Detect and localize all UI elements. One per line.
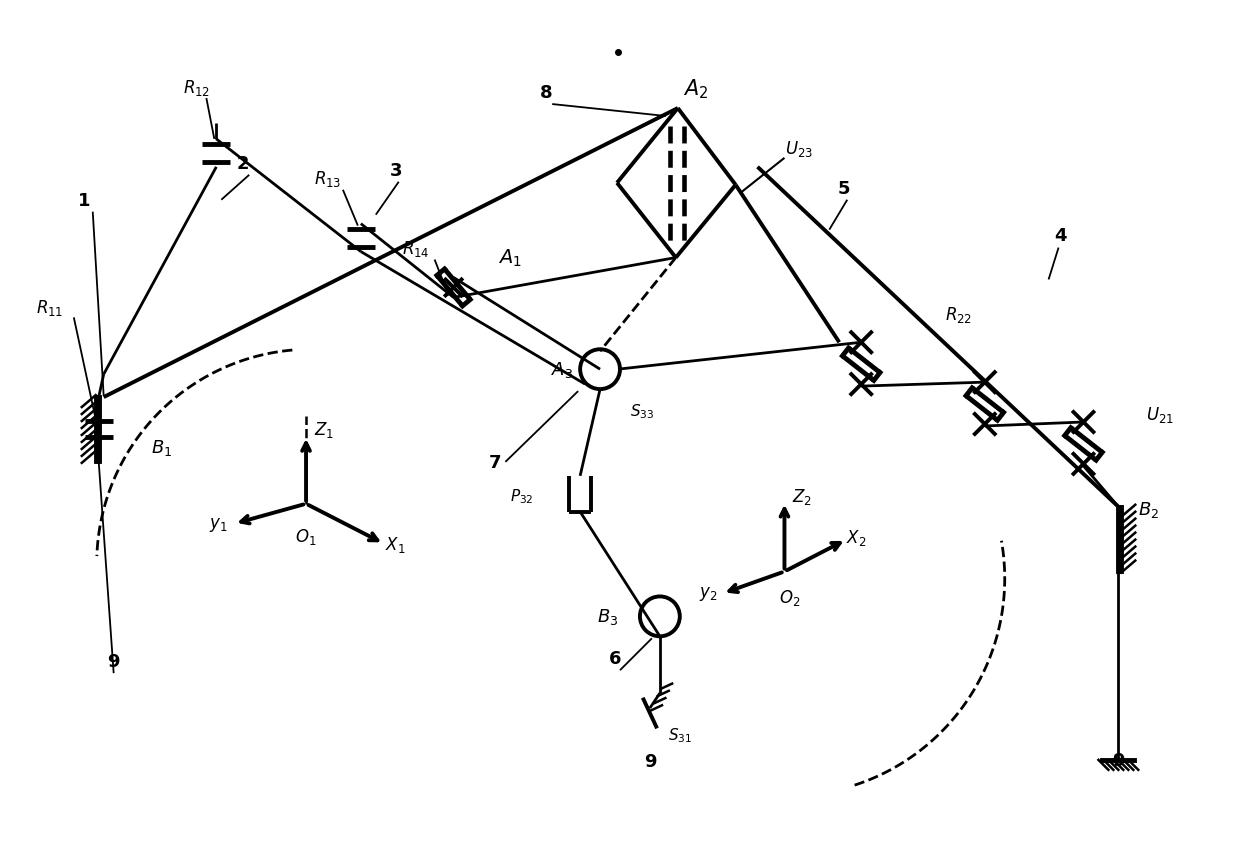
Text: $S_{33}$: $S_{33}$ — [629, 403, 654, 421]
Text: $A_3$: $A_3$ — [551, 360, 574, 380]
Text: $B_1$: $B_1$ — [151, 437, 172, 457]
Text: 9: 9 — [1113, 751, 1125, 769]
Text: $R_{11}$: $R_{11}$ — [36, 298, 63, 318]
Text: $R_{22}$: $R_{22}$ — [945, 305, 973, 325]
Text: $Z_1$: $Z_1$ — [313, 419, 335, 440]
Text: $U_{21}$: $U_{21}$ — [1146, 404, 1175, 425]
Text: $B_2$: $B_2$ — [1137, 499, 1158, 519]
Text: 1: 1 — [78, 192, 90, 209]
Text: $y_1$: $y_1$ — [209, 515, 228, 533]
Text: $O_1$: $O_1$ — [295, 526, 317, 546]
Text: $P_{32}$: $P_{32}$ — [510, 487, 534, 506]
Text: $X_1$: $X_1$ — [385, 534, 406, 554]
Text: $R_{12}$: $R_{12}$ — [183, 78, 209, 98]
Text: $R_{14}$: $R_{14}$ — [401, 238, 430, 258]
Text: 6: 6 — [608, 649, 621, 668]
Text: 5: 5 — [838, 180, 850, 197]
Text: $Z_2$: $Z_2$ — [793, 486, 813, 506]
Text: 4: 4 — [1054, 226, 1067, 244]
Text: 9: 9 — [643, 752, 657, 770]
Text: $A_1$: $A_1$ — [498, 247, 522, 269]
Text: 3: 3 — [389, 162, 401, 180]
Text: 8: 8 — [540, 84, 553, 102]
Text: 9: 9 — [108, 652, 120, 670]
Text: $y_2$: $y_2$ — [700, 585, 717, 603]
Text: $X_2$: $X_2$ — [846, 527, 866, 547]
Text: $O_2$: $O_2$ — [779, 587, 800, 608]
Text: 7: 7 — [489, 453, 502, 471]
Text: $R_{13}$: $R_{13}$ — [315, 169, 342, 188]
Text: $A_2$: $A_2$ — [683, 77, 709, 100]
Text: 2: 2 — [237, 154, 249, 173]
Text: $S_{31}$: $S_{31}$ — [668, 726, 691, 744]
Text: $U_{23}$: $U_{23}$ — [786, 138, 814, 159]
Text: $B_3$: $B_3$ — [597, 607, 618, 626]
